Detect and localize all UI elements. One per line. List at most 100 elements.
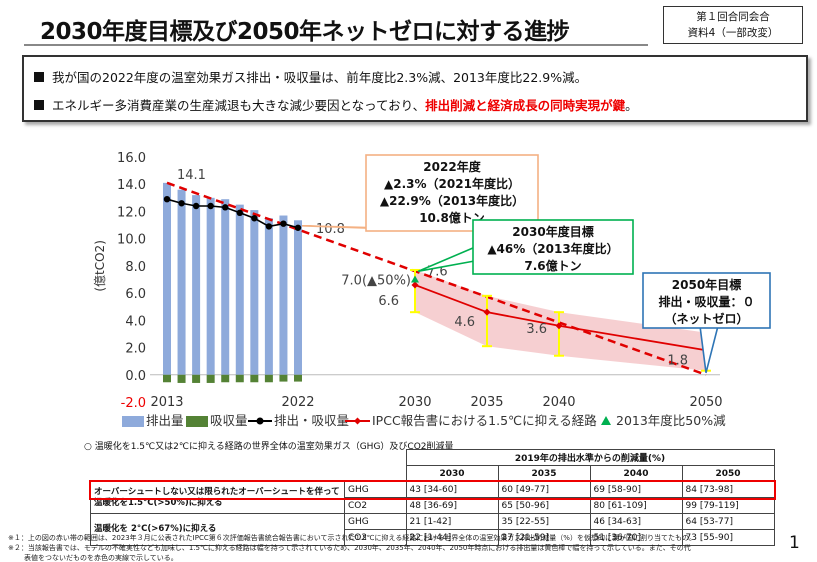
- bullet-square-icon: [34, 100, 44, 110]
- meeting-name: 第１回合同会合: [696, 11, 770, 23]
- emission-bar: [206, 197, 215, 375]
- table-value-cell: 22 [1-44]: [405, 529, 499, 546]
- net-emission-line: [166, 198, 299, 229]
- emission-bar: [250, 210, 259, 375]
- summary-text-2c: 。: [625, 98, 638, 113]
- meeting-info-box: 第１回合同会合 資料4（一部改変）: [663, 6, 803, 44]
- table-group-header: 2019年の排出水準からの削減量(%): [405, 449, 775, 466]
- footnote-3: 表値をつないだものを赤色の実線で示している。: [24, 554, 178, 562]
- table-blank: [345, 466, 407, 482]
- net-emission-point: [294, 224, 302, 231]
- y-tick-label: 14.0: [117, 178, 146, 193]
- x-tick-label: 2030: [398, 395, 431, 410]
- callout-2050-text: 排出・吸収量：０: [658, 294, 754, 309]
- x-tick-label: 2013: [150, 395, 183, 410]
- table-gas-cell: CO2: [344, 529, 407, 546]
- callout-2022-text: ▲2.3%（2021年度比）: [384, 176, 520, 191]
- table-value-cell: 21 [1-42]: [405, 513, 499, 530]
- table-header-row: 2019年の排出水準からの削減量(%): [91, 449, 775, 466]
- net-emission-point: [222, 204, 229, 211]
- document-id: 資料4（一部改変）: [687, 27, 779, 39]
- table-blank: [91, 466, 345, 482]
- title-underline: [24, 44, 648, 46]
- footnote-2: ※２：当該報告書では、モデルの不確実性なども加味し、1.5℃に抑える経路は幅を持…: [8, 544, 691, 552]
- value-label-2030-half: 7.0(▲50%): [341, 274, 411, 289]
- table-value-cell: 60 [49-77]: [497, 481, 591, 498]
- y-axis-label: (億tCO2): [93, 240, 107, 292]
- table-gas-cell: GHG: [344, 513, 407, 530]
- net-emission-point: [280, 220, 287, 227]
- emission-bar: [279, 215, 288, 375]
- y-tick-label: 16.0: [117, 151, 146, 166]
- table-year-header: 2050: [681, 465, 775, 482]
- net-emission-point: [163, 195, 171, 203]
- table-year-header: 2030: [405, 465, 499, 482]
- table-value-cell: 48 [36-69]: [405, 497, 499, 514]
- ipcc-path-point: [555, 322, 563, 330]
- net-emission-point: [265, 223, 273, 230]
- table-gas-cell: GHG: [344, 481, 407, 498]
- summary-box: 我が国の2022年度の温室効果ガス排出・吸収量は、前年度比2.3%減、2013年…: [22, 55, 808, 122]
- removal-bar: [206, 374, 215, 383]
- emissions-chart: -2.0 0.0 2.0 4.0 6.0 8.0 10.0 12.0 14.0 16.0 (億tCO…: [93, 151, 771, 428]
- y-tick-label: 2.0: [125, 342, 146, 357]
- table-scenario-cell: オーバーシュートしない又は限られたオーバーシュートを伴って温暖化を1.5°C(>…: [90, 481, 345, 514]
- emission-bar: [294, 220, 302, 375]
- table-value-cell: 84 [73-98]: [681, 481, 775, 498]
- table-value-cell: 46 [34-63]: [589, 513, 683, 530]
- emission-bar: [264, 218, 273, 375]
- legend-half-label: 2013年度比50%減: [616, 413, 726, 428]
- removal-bar: [235, 374, 244, 383]
- table-row: CO2 22 [1-44] 37 [21-59] 51 [36-70] 73 [55-9…: [91, 529, 775, 546]
- table-row: CO2 48 [36-69] 65 [50-96] 80 [61-109] 99 [79…: [91, 497, 775, 514]
- summary-text-2a: エネルギー多消費産業の生産減退も大きな減少要因となっており、: [52, 98, 426, 113]
- removal-bar: [177, 374, 186, 383]
- legend-ipcc-marker: [354, 417, 361, 425]
- y-tick-label: 0.0: [125, 369, 146, 384]
- y-tick-label: 4.0: [125, 314, 146, 329]
- table-value-cell: 35 [22-55]: [497, 513, 591, 530]
- net-emission-point: [251, 215, 258, 222]
- callout-2050-text: 2050年目標: [672, 277, 741, 292]
- bullet-square-icon: [34, 72, 44, 82]
- callout-2050-text: （ネットゼロ）: [664, 311, 748, 326]
- callout-2030-text: 7.6億トン: [524, 258, 581, 273]
- ipcc-path-line: [414, 284, 707, 352]
- value-label-2022: 10.8: [316, 222, 345, 237]
- callout-2030-pointer: [417, 243, 481, 273]
- y-tick-label: 8.0: [125, 260, 146, 275]
- legend-net-label: 排出・吸収量: [274, 413, 349, 428]
- table-value-cell: 80 [61-109]: [589, 497, 683, 514]
- ipcc-path-point: [483, 308, 491, 316]
- value-label-2040: 3.6: [526, 322, 547, 337]
- removal-bar: [163, 374, 171, 383]
- callout-2022-text: 10.8億トン: [419, 210, 485, 225]
- half-reduction-marker: [411, 275, 419, 283]
- callout-2030-box: [472, 219, 634, 275]
- net-emission-point: [236, 209, 243, 217]
- table-caption: ○ 温暖化を1.5℃又は2℃に抑える経路の世界全体の温室効果ガス（GHG）及びC…: [84, 442, 454, 452]
- table-value-cell: 99 [79-119]: [681, 497, 775, 514]
- y-tick-label: 6.0: [125, 287, 146, 302]
- y-tick-label: 12.0: [117, 205, 146, 220]
- removal-bar: [221, 374, 230, 383]
- table-year-header: 2035: [497, 465, 591, 482]
- table-year-header: 2040: [589, 465, 683, 482]
- table-value-cell: 65 [50-96]: [497, 497, 591, 514]
- table-scenario-cell: 温暖化を 2°C(>67%)に抑える: [90, 513, 345, 546]
- y-tick-label: 10.0: [117, 233, 146, 248]
- table-value-cell: 51 [36-70]: [589, 529, 683, 546]
- table-blank: [91, 450, 345, 466]
- table-value-cell: 73 [55-90]: [681, 529, 775, 546]
- net-emission-point: [178, 200, 185, 207]
- footnotes: ※１：上の図の赤い帯の範囲は、2023年３月に公表されたIPCC第６次評価報告書…: [8, 533, 696, 562]
- summary-text-1: 我が国の2022年度の温室効果ガス排出・吸収量は、前年度比2.3%減、2013年…: [52, 70, 588, 85]
- x-tick-label: 2050: [689, 395, 722, 410]
- callout-2022-text: 2022年度: [423, 159, 481, 174]
- ipcc-path-point: [411, 281, 419, 289]
- callout-2022-box: [365, 154, 539, 232]
- callout-2030-text: ▲46%（2013年度比）: [487, 241, 618, 256]
- removal-bar: [264, 374, 273, 383]
- removal-bar: [294, 374, 302, 382]
- legend-emission-swatch: [122, 416, 144, 427]
